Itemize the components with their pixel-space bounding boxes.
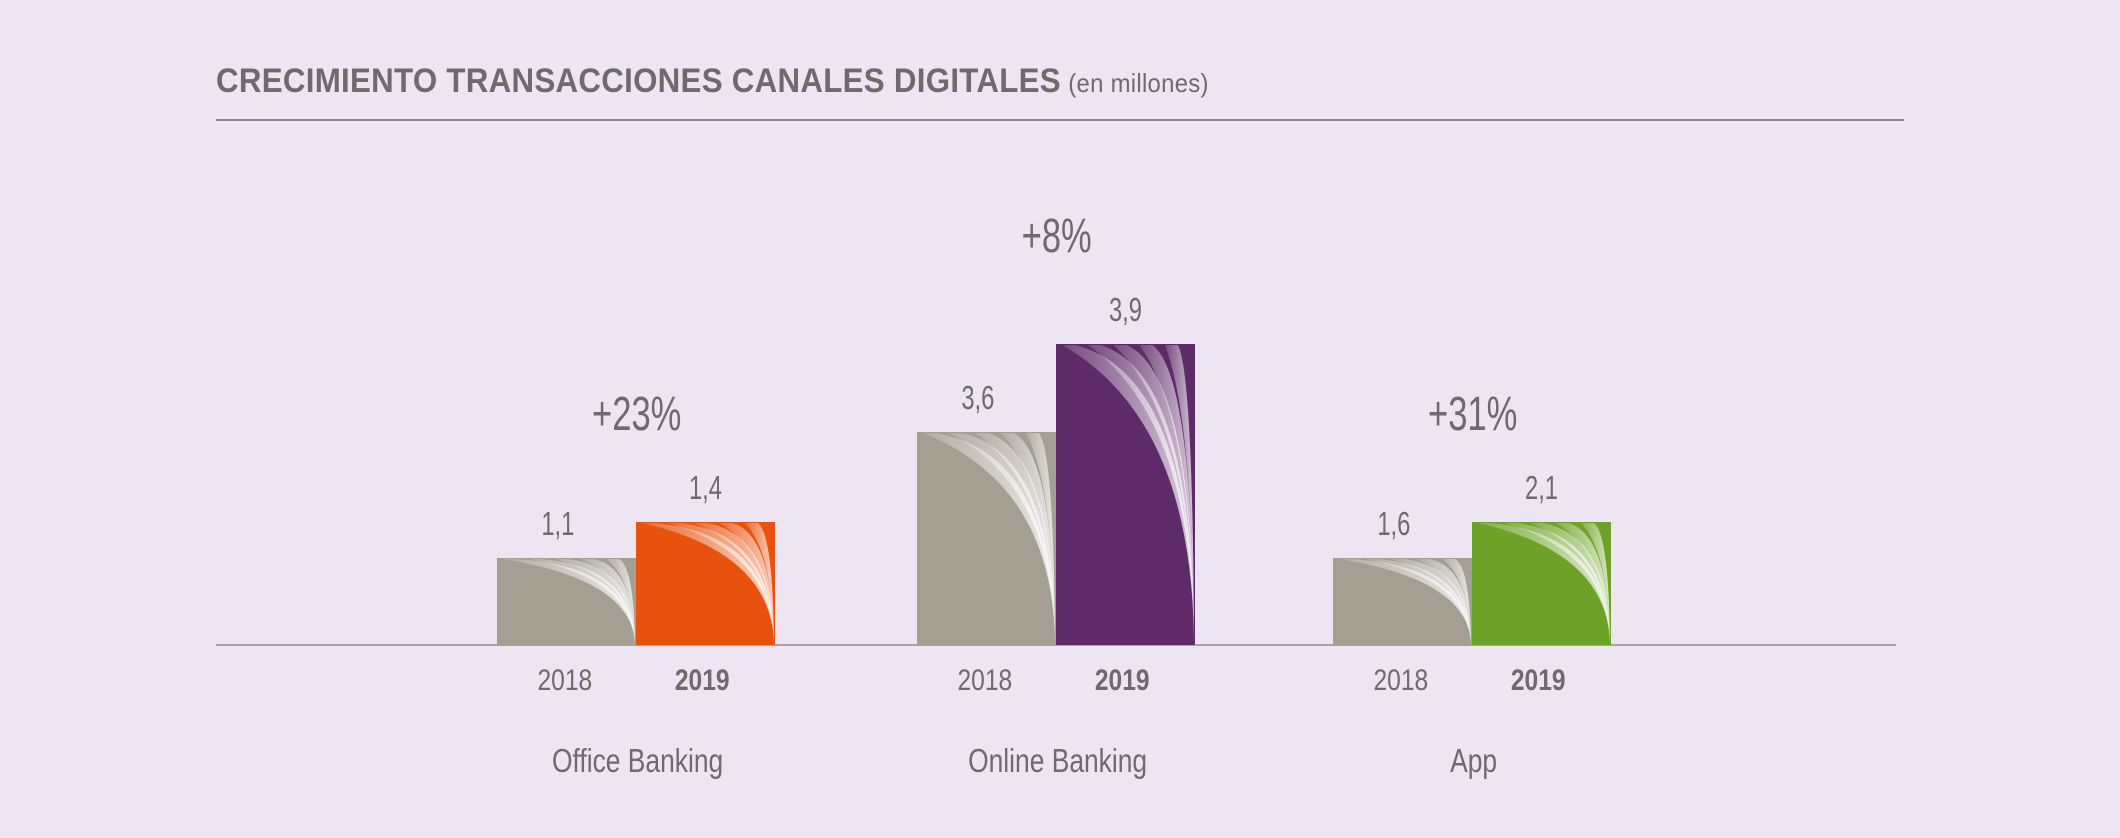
- bar-online-banking-2018-stripe-4: [1000, 433, 1055, 645]
- bar-office-banking-2019-stripe-5: [744, 523, 774, 645]
- data-label-office-banking-2019: 1,4: [689, 470, 722, 507]
- data-label-app-2019: 2,1: [1525, 470, 1558, 507]
- chart-subtitle: (en millones): [1068, 68, 1209, 98]
- bar-app-2019-stripe-4: [1555, 523, 1610, 645]
- bar-office-banking-2019-stripe-4: [719, 523, 774, 645]
- data-label-online-banking-2018: 3,6: [961, 380, 994, 417]
- data-label-office-banking-2018: 1,1: [541, 506, 574, 543]
- growth-label-online-banking: +8%: [1022, 208, 1092, 262]
- bar-online-banking-2019-stripe-4: [1139, 345, 1194, 645]
- category-label-app: App: [1450, 743, 1497, 779]
- bar-online-banking-2019-stripe-5: [1164, 345, 1194, 645]
- bar-office-banking-2018-stripe-4: [580, 559, 635, 645]
- category-label-office-banking: Office Banking: [552, 743, 723, 779]
- bar-app-2018-stripe-4: [1416, 559, 1471, 645]
- growth-label-app: +31%: [1428, 386, 1517, 440]
- data-label-online-banking-2019: 3,9: [1109, 292, 1142, 329]
- chart-title-text: CRECIMIENTO TRANSACCIONES CANALES DIGITA…: [216, 62, 1061, 100]
- chart-title: CRECIMIENTO TRANSACCIONES CANALES DIGITA…: [216, 62, 1209, 101]
- growth-label-office-banking: +23%: [592, 386, 681, 440]
- data-label-app-2018: 1,6: [1377, 506, 1410, 543]
- bar-office-banking-2018-stripe-5: [605, 559, 635, 645]
- year-label-office-banking-2019: 2019: [675, 663, 730, 697]
- title-rule: [216, 119, 1904, 121]
- year-label-app-2018: 2018: [1374, 663, 1429, 697]
- category-label-online-banking: Online Banking: [968, 743, 1147, 779]
- bar-online-banking-2018-stripe-5: [1025, 433, 1055, 645]
- year-label-online-banking-2019: 2019: [1095, 663, 1150, 697]
- bar-app-2018-stripe-5: [1441, 559, 1471, 645]
- year-label-app-2019: 2019: [1511, 663, 1566, 697]
- bar-app-2019-stripe-5: [1580, 523, 1610, 645]
- year-label-office-banking-2018: 2018: [538, 663, 593, 697]
- year-label-online-banking-2018: 2018: [958, 663, 1013, 697]
